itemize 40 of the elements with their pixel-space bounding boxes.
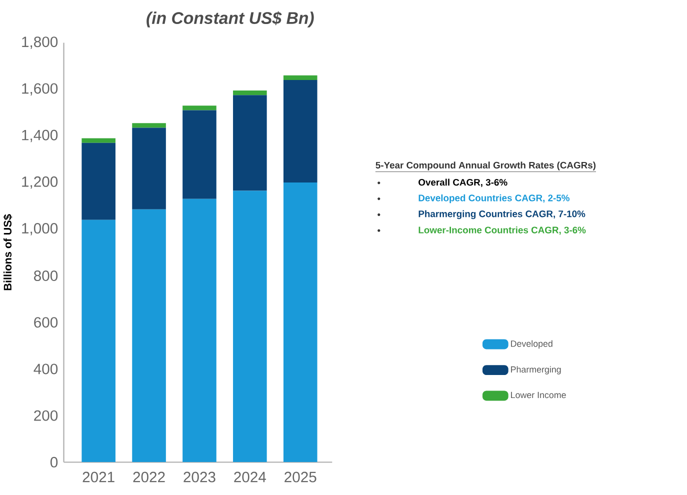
bar <box>182 198 216 462</box>
y-tick-label: 0 <box>50 456 58 468</box>
x-tick-label: 2025 <box>284 472 316 482</box>
legend-label: Developed <box>511 340 552 349</box>
y-tick-label: 200 <box>34 410 58 421</box>
bar <box>233 190 267 462</box>
chart-title: (in Constant US$ Bn) <box>146 11 314 28</box>
y-tick-label: 1,800 <box>22 36 58 49</box>
x-tick-label: 2023 <box>184 472 216 482</box>
bar <box>233 95 267 191</box>
bar <box>182 110 216 199</box>
legend-label: Lower Income <box>511 392 566 398</box>
y-axis-title: Billions of US$ <box>3 214 12 290</box>
y-tick-label: 400 <box>34 364 58 374</box>
bar <box>82 220 116 462</box>
bar <box>283 182 318 462</box>
text: Overall CAGR, 3-6% <box>418 178 508 188</box>
bar <box>182 106 216 110</box>
bar <box>132 209 166 462</box>
bar <box>233 90 267 96</box>
y-tick-label: 1,200 <box>22 176 58 189</box>
bar <box>82 138 116 143</box>
bar <box>82 142 116 220</box>
bar <box>132 128 166 210</box>
y-tick-label: 1,000 <box>22 223 58 236</box>
y-tick-label: 1,400 <box>22 130 58 142</box>
legend-label: Pharmerging <box>511 366 561 374</box>
text: Lower-Income Countries CAGR, 3-6% <box>418 226 586 235</box>
bar <box>283 80 318 183</box>
text: 5-Year Compound Annual Growth Rates (CAGRs) <box>376 162 596 170</box>
text: Developed Countries CAGR, 2-5% <box>418 194 570 204</box>
y-tick-label: 600 <box>34 317 58 328</box>
x-tick-label: 2022 <box>133 472 165 482</box>
x-tick-label: 2021 <box>82 472 114 482</box>
y-tick-label: 800 <box>34 270 58 282</box>
bar <box>132 123 166 128</box>
x-tick-label: 2024 <box>234 472 266 482</box>
y-tick-label: 1,600 <box>22 83 58 96</box>
bar <box>283 75 318 80</box>
text: Pharmerging Countries CAGR, 7-10% <box>418 210 586 220</box>
